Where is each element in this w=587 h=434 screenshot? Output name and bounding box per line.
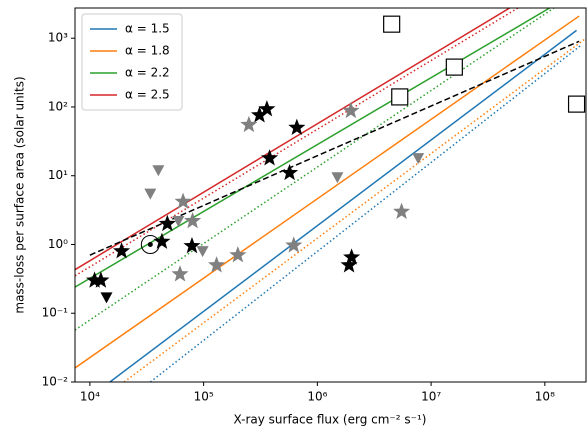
star-point [281, 163, 299, 181]
triangle-point [152, 165, 165, 177]
sun-dot [147, 241, 153, 247]
star-point [171, 265, 189, 282]
y-tick-label: 10⁰ [48, 237, 68, 251]
star-point [153, 232, 171, 249]
square-point [391, 88, 409, 106]
y-tick-label: 10⁻² [42, 375, 69, 389]
x-tick-label: 10⁴ [80, 390, 100, 404]
triangle-point [172, 215, 185, 227]
sun-ring [140, 234, 160, 254]
square-point [445, 58, 463, 76]
triangle-point [196, 246, 209, 258]
y-tick-label: 10⁻¹ [42, 306, 69, 320]
star-point [208, 256, 226, 273]
star-point [240, 115, 258, 133]
line [75, 8, 511, 271]
legend-box [81, 13, 183, 111]
star-point [92, 271, 110, 288]
line [75, 8, 555, 331]
legend-label: α = 2.5 [125, 88, 170, 102]
star-point [158, 214, 176, 232]
legend-label: α = 1.5 [125, 22, 170, 36]
legend-label: α = 2.2 [125, 66, 170, 80]
star-point [261, 149, 279, 166]
line [75, 8, 550, 288]
line [89, 40, 580, 256]
x-axis-label: X-ray surface flux (erg cm⁻² s⁻¹) [234, 413, 427, 427]
line [75, 15, 580, 369]
triangle-point [144, 188, 157, 200]
star-point [229, 246, 247, 263]
y-tick-label: 10³ [48, 31, 68, 45]
plot-area [75, 8, 586, 382]
star-point [288, 118, 306, 135]
star-point [340, 256, 358, 273]
star-point [113, 242, 131, 259]
star-point [86, 271, 104, 288]
triangle-point [100, 292, 113, 304]
line [109, 29, 578, 382]
star-point [343, 248, 361, 265]
legend-label: α = 1.8 [125, 44, 170, 58]
x-tick-label: 10⁵ [194, 390, 214, 404]
y-axis-label: mass-loss per surface area (solar units) [13, 76, 27, 313]
y-tick-label: 10² [48, 99, 68, 113]
x-tick-label: 10⁸ [535, 390, 555, 404]
star-point [285, 236, 303, 253]
line [149, 44, 582, 382]
y-tick-label: 10¹ [48, 168, 68, 182]
star-point [183, 237, 201, 254]
star-point [393, 202, 411, 219]
star-point [258, 100, 276, 117]
square-point [383, 15, 401, 33]
x-tick-label: 10⁶ [307, 390, 327, 404]
star-point [342, 101, 360, 119]
x-tick-label: 10⁷ [421, 390, 441, 404]
plot-frame [74, 7, 587, 383]
triangle-point [331, 172, 344, 184]
star-point [184, 211, 202, 229]
triangle-point [412, 153, 425, 165]
star-point [174, 192, 192, 209]
square-point [567, 95, 586, 113]
sun-point [140, 234, 160, 254]
star-point [250, 106, 269, 123]
